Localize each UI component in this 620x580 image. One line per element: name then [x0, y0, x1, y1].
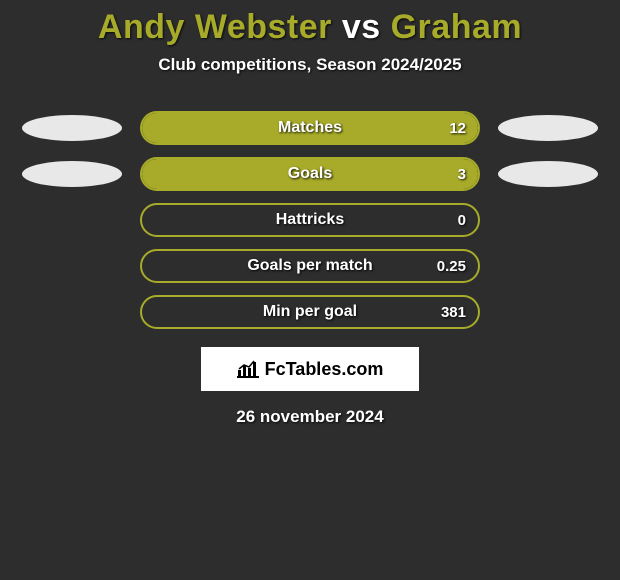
bubble-right [498, 115, 598, 141]
chart-icon [237, 360, 259, 378]
bubble-left [22, 115, 122, 141]
logo-box: FcTables.com [201, 347, 419, 391]
vs-text: vs [342, 8, 381, 46]
bar-value: 0.25 [437, 251, 466, 281]
bar-wrap: Min per goal 381 [140, 295, 480, 329]
bar-wrap: Goals 3 [140, 157, 480, 191]
bubble-right [498, 161, 598, 187]
bar-label: Hattricks [142, 205, 478, 235]
bar-label: Goals per match [142, 251, 478, 281]
footer-date: 26 november 2024 [0, 407, 620, 427]
bar-value: 12 [449, 113, 466, 143]
bar-value: 381 [441, 297, 466, 327]
stat-row-min-per-goal: Min per goal 381 [0, 295, 620, 329]
subtitle: Club competitions, Season 2024/2025 [0, 55, 620, 75]
player2-name: Graham [391, 8, 523, 46]
stat-row-hattricks: Hattricks 0 [0, 203, 620, 237]
bar-value: 3 [458, 159, 466, 189]
page-title: Andy Webster vs Graham [0, 8, 620, 47]
stat-row-matches: Matches 12 [0, 111, 620, 145]
bar-label: Goals [142, 159, 478, 189]
bar-wrap: Goals per match 0.25 [140, 249, 480, 283]
bar-label: Min per goal [142, 297, 478, 327]
bar-label: Matches [142, 113, 478, 143]
stat-bars: Matches 12 Goals 3 Hattricks 0 [0, 111, 620, 329]
bar-wrap: Matches 12 [140, 111, 480, 145]
comparison-card: Andy Webster vs Graham Club competitions… [0, 0, 620, 427]
bar-wrap: Hattricks 0 [140, 203, 480, 237]
bar-value: 0 [458, 205, 466, 235]
bubble-left [22, 161, 122, 187]
stat-row-goals: Goals 3 [0, 157, 620, 191]
player1-name: Andy Webster [98, 8, 332, 46]
stat-row-goals-per-match: Goals per match 0.25 [0, 249, 620, 283]
logo-text: FcTables.com [265, 359, 384, 380]
